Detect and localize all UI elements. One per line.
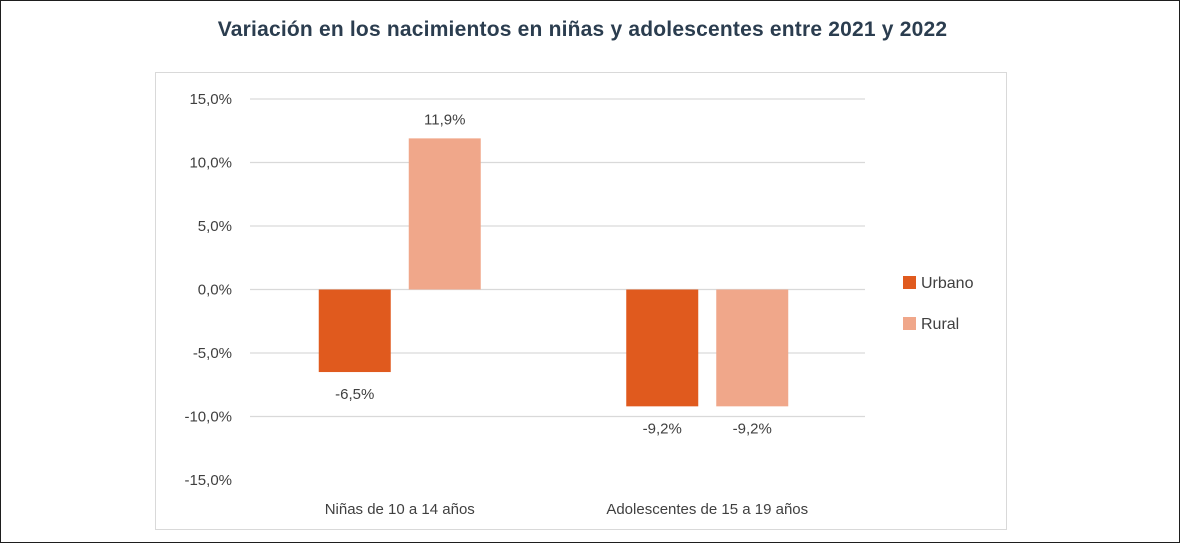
legend-label-urbano: Urbano bbox=[921, 275, 974, 292]
bar-rural bbox=[716, 289, 789, 407]
data-label: 11,9% bbox=[424, 111, 465, 128]
plot-area-border bbox=[155, 72, 1007, 530]
y-tick-label: 10,0% bbox=[189, 155, 232, 172]
bar-urbano bbox=[318, 289, 391, 373]
y-axis-ticks: 15,0% 10,0% 5,0% 0,0% -5,0% -10,0% -15,0% bbox=[184, 91, 232, 489]
data-label: -6,5% bbox=[335, 386, 374, 403]
bar-rural bbox=[408, 138, 481, 290]
data-label: -9,2% bbox=[733, 420, 772, 437]
x-axis-categories: Niñas de 10 a 14 años Adolescentes de 15 … bbox=[325, 501, 808, 518]
y-tick-label: -15,0% bbox=[184, 472, 232, 489]
bars bbox=[318, 138, 789, 407]
y-tick-label: 15,0% bbox=[189, 91, 232, 108]
legend: Urbano Rural bbox=[903, 275, 974, 333]
legend-swatch-urbano bbox=[903, 276, 916, 289]
data-labels: -6,5% 11,9% -9,2% -9,2% bbox=[335, 111, 772, 437]
chart-title: Variación en los nacimientos en niñas y … bbox=[217, 18, 948, 41]
x-category-label: Adolescentes de 15 a 19 años bbox=[606, 501, 808, 518]
legend-swatch-rural bbox=[903, 317, 916, 330]
bar-urbano bbox=[626, 289, 699, 407]
y-tick-label: 0,0% bbox=[198, 282, 232, 299]
data-label: -9,2% bbox=[643, 420, 682, 437]
x-category-label: Niñas de 10 a 14 años bbox=[325, 501, 475, 518]
y-tick-label: -5,0% bbox=[193, 345, 232, 362]
legend-label-rural: Rural bbox=[921, 316, 959, 333]
y-tick-label: -10,0% bbox=[184, 409, 232, 426]
y-tick-label: 5,0% bbox=[198, 218, 232, 235]
